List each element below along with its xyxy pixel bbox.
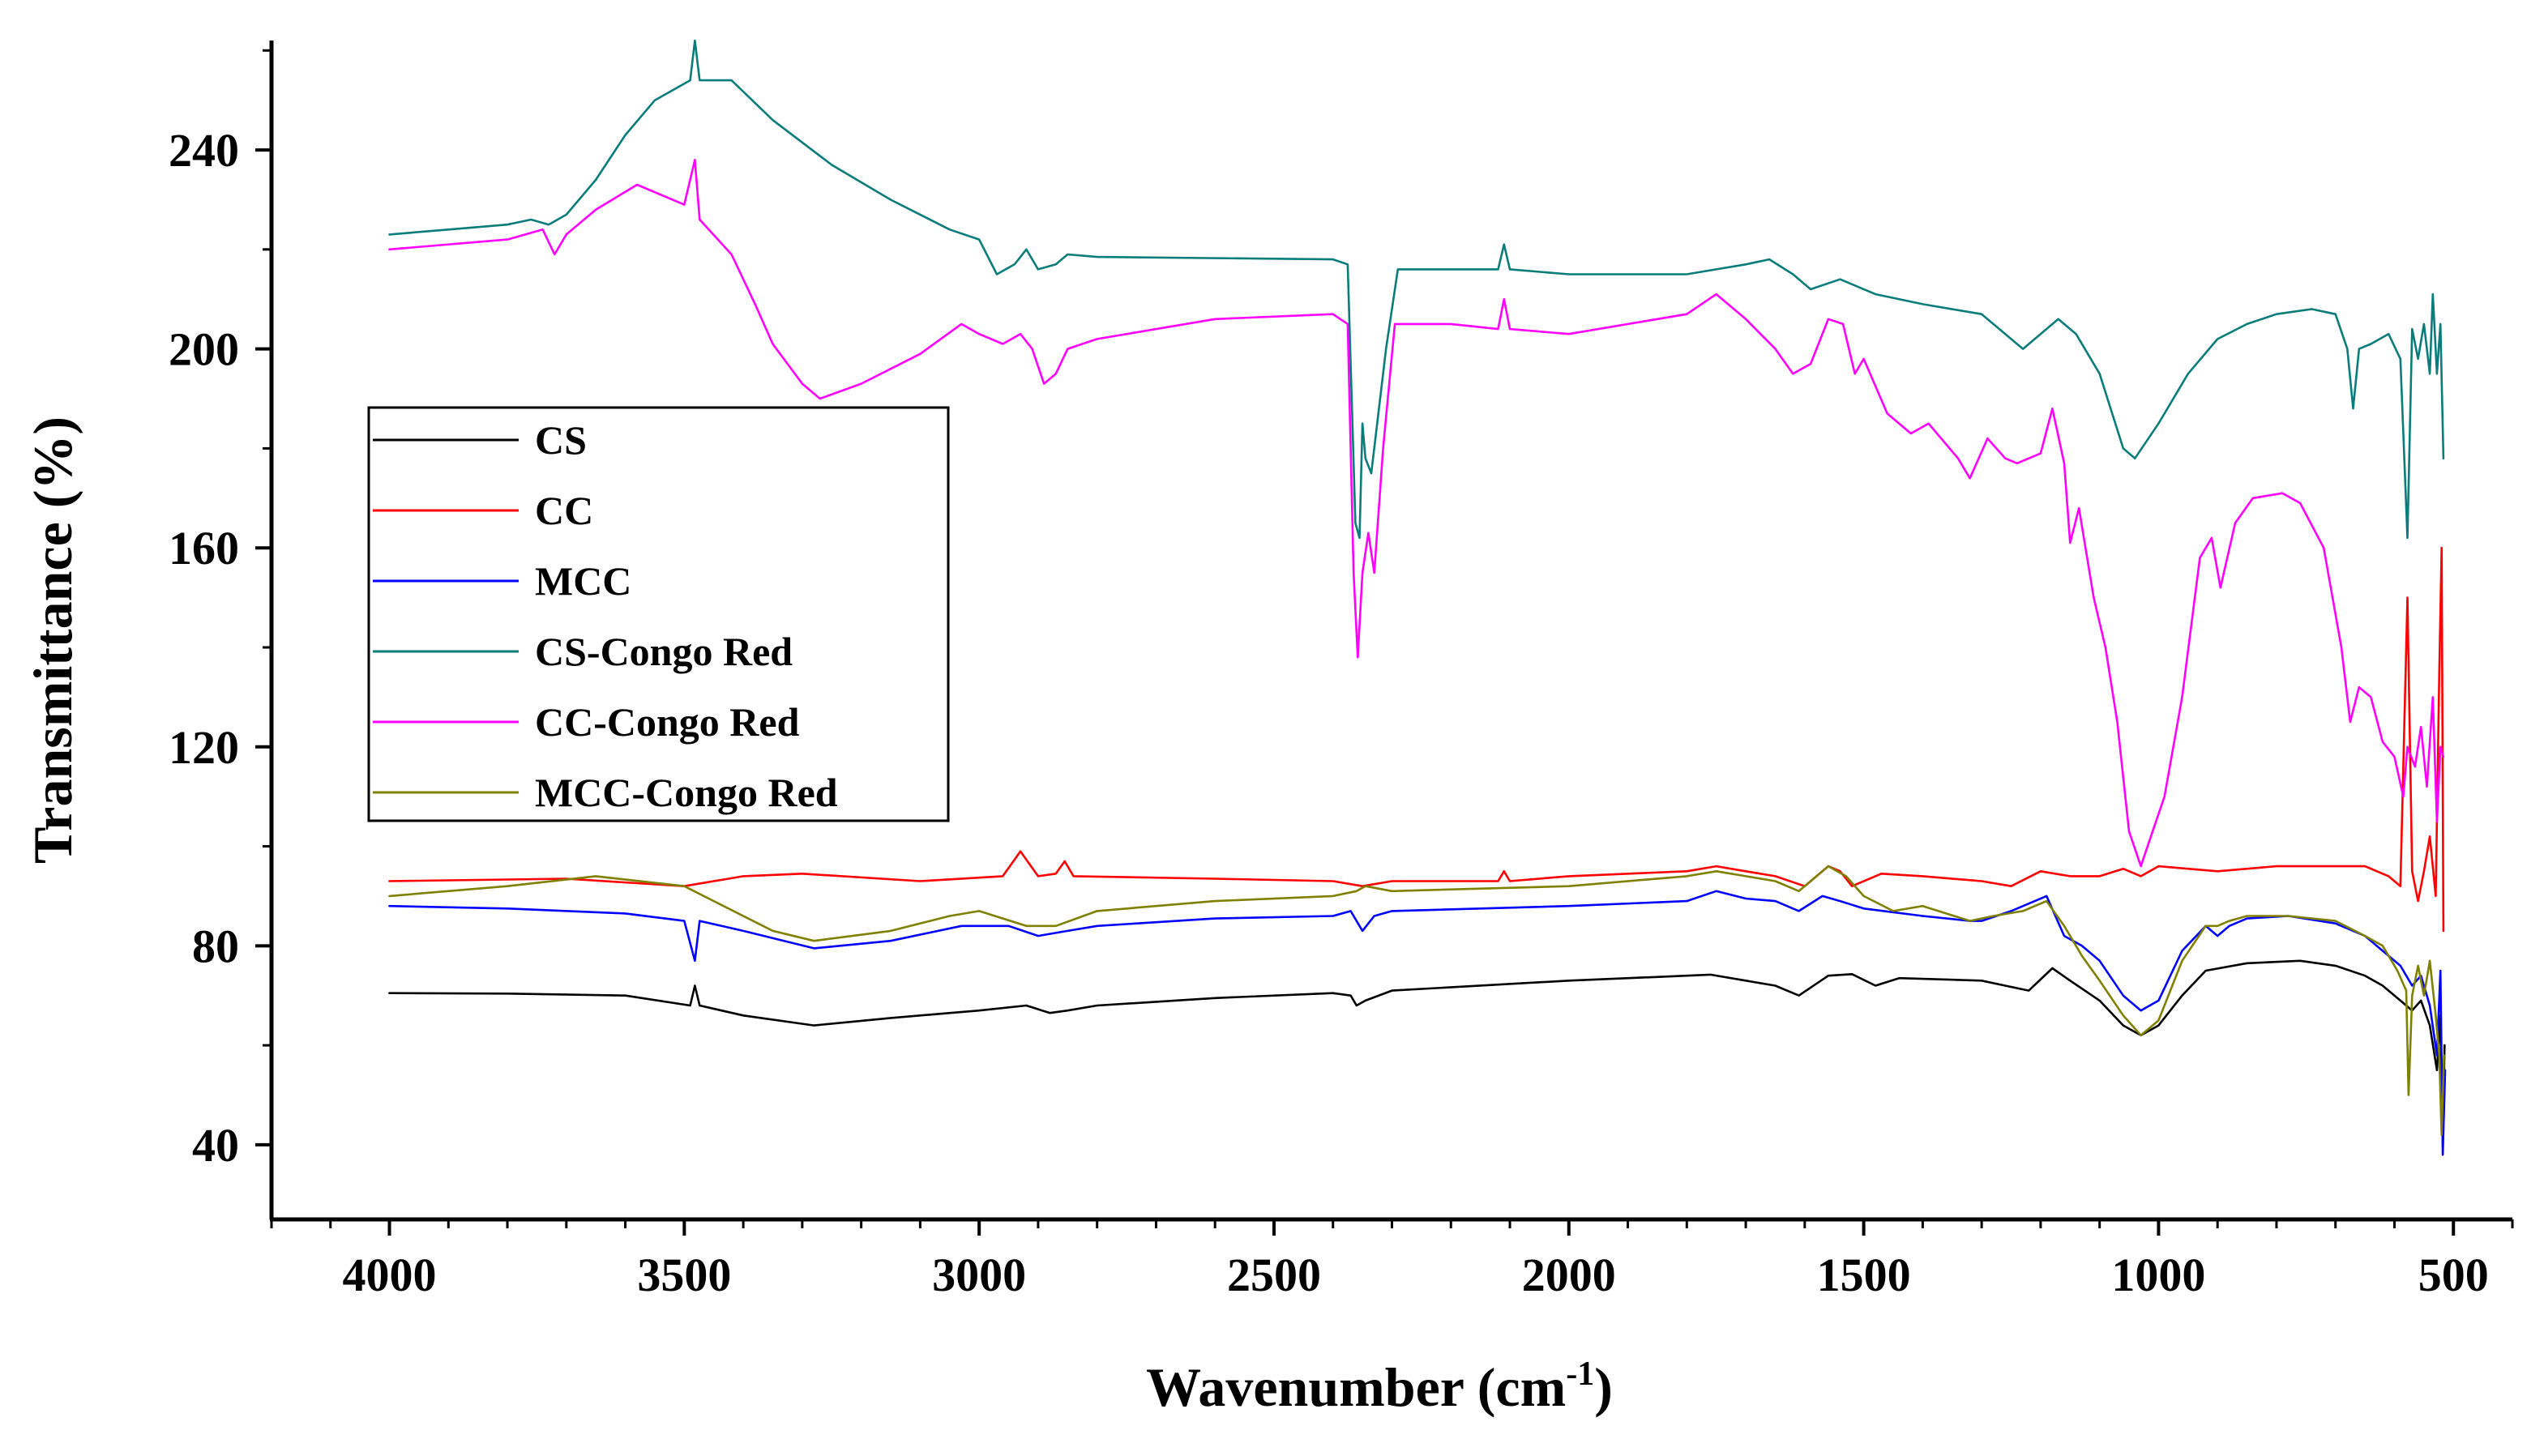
series-line-cs-congo-red (388, 39, 2445, 540)
series-line-mcc-congo-red (388, 865, 2445, 1136)
x-tick-label: 4000 (343, 1249, 437, 1301)
series-line-cs (388, 959, 2446, 1146)
series-line-mcc (388, 890, 2447, 1156)
legend-item-cs: CS (373, 417, 587, 463)
y-tick-label: 200 (169, 323, 239, 376)
x-tick-label: 1000 (2111, 1249, 2205, 1301)
plot-area (388, 39, 2447, 1156)
legend-label: CC-Congo Red (535, 699, 800, 745)
x-tick-label: 1500 (1817, 1249, 1911, 1301)
legend-label: CS (535, 417, 587, 463)
legend-item-mcc: MCC (373, 558, 631, 604)
legend-label: MCC-Congo Red (535, 770, 838, 815)
legend-label: CC (535, 488, 593, 533)
legend-item-cs-congo-red: CS-Congo Red (373, 629, 793, 674)
x-axis-title-superscript: -1 (1566, 1356, 1594, 1393)
series-line-cc-congo-red (388, 159, 2445, 868)
x-axis-title: Wavenumber (cm-1) (1146, 1356, 1613, 1418)
y-tick-label: 120 (169, 721, 239, 774)
y-tick-label: 40 (192, 1119, 239, 1172)
y-tick-label: 240 (169, 124, 239, 177)
legend-item-mcc-congo-red: MCC-Congo Red (373, 770, 838, 815)
legend-item-cc-congo-red: CC-Congo Red (373, 699, 800, 745)
legend-box (367, 406, 950, 822)
x-tick-label: 2500 (1227, 1249, 1321, 1301)
x-axis-title-close: ) (1594, 1356, 1613, 1418)
x-tick-label: 2000 (1522, 1249, 1616, 1301)
x-tick-label: 500 (2418, 1249, 2489, 1301)
y-tick-label: 160 (169, 522, 239, 574)
y-tick-label: 80 (192, 920, 239, 972)
legend: CS CC MCC CS-Congo Red CC-Congo Red MCC-Congo… (367, 406, 950, 822)
x-axis-title-main: Wavenumber (cm (1146, 1356, 1566, 1418)
x-tick-label: 3500 (637, 1249, 731, 1301)
axes: 4000 3500 3000 2500 2000 1500 1000 500 40 80 120 16… (169, 41, 2514, 1301)
legend-item-cc: CC (373, 488, 593, 533)
x-tick-label: 3000 (932, 1249, 1026, 1301)
legend-label: MCC (535, 558, 631, 604)
legend-label: CS-Congo Red (535, 629, 793, 674)
y-axis-title: Transmittance (%) (22, 416, 83, 864)
